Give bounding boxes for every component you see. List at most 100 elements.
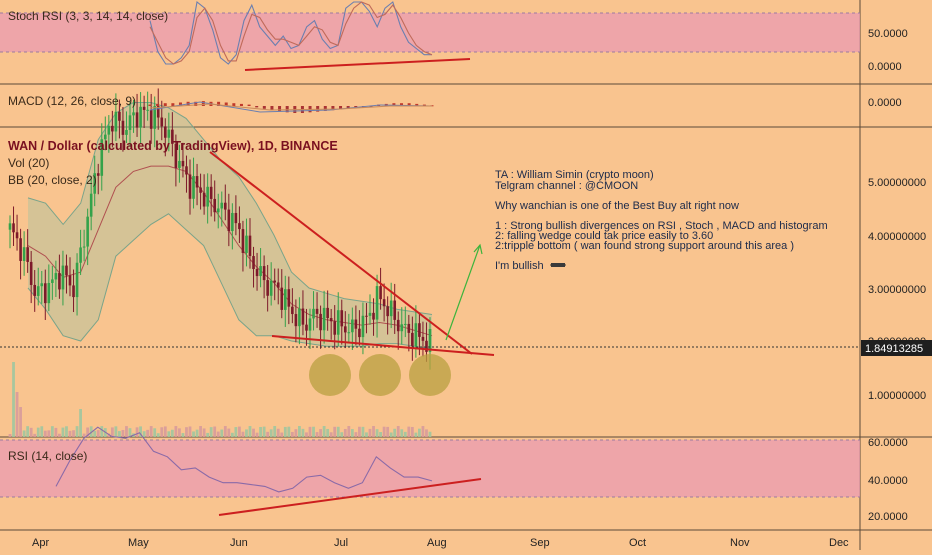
macd-bar [415, 103, 419, 106]
candle-body [216, 208, 220, 213]
price-tick: 1.00000000 [868, 390, 926, 402]
volume-bar [40, 426, 44, 437]
candle-body [305, 324, 308, 331]
macd-bar [232, 103, 236, 106]
volume-bar [139, 426, 142, 437]
volume-bar [58, 433, 61, 437]
volume-bar [227, 428, 231, 437]
candle-body [234, 212, 238, 224]
month-label: Oct [629, 537, 646, 549]
candle-body [58, 273, 61, 290]
macd-bar [323, 106, 327, 111]
volume-bar [43, 430, 47, 437]
candle-body [259, 266, 262, 277]
volume-bar [350, 429, 354, 437]
volume-bar [234, 427, 238, 437]
candle-body [33, 284, 37, 296]
rsi-band [0, 440, 860, 497]
volume-bar [326, 428, 330, 437]
volume-bar [266, 431, 270, 437]
candle-body [135, 112, 139, 128]
macd-bar [148, 104, 152, 106]
candle-body [29, 261, 33, 285]
volume-bar [178, 428, 181, 437]
candle-body [86, 216, 89, 247]
volume-bar [403, 431, 407, 437]
volume-bar [425, 429, 428, 437]
macd-bar [392, 103, 396, 106]
volume-bar [185, 427, 188, 437]
macd-bar [247, 104, 251, 106]
volume-bar [100, 426, 104, 437]
volume-bar [230, 432, 234, 437]
stoch-title: Stoch RSI (3, 3, 14, 14, close) [8, 9, 168, 23]
volume-bar [174, 426, 178, 437]
month-label: Aug [427, 537, 447, 549]
volume-bar [255, 432, 259, 437]
candle-body [132, 112, 135, 116]
volume-bar [121, 429, 125, 437]
macd-bar [346, 106, 350, 109]
price-tick: 5.00000000 [868, 177, 926, 189]
volume-bar [188, 426, 192, 437]
volume-bar [114, 426, 118, 437]
volume-bar [19, 407, 22, 437]
candle-body [238, 223, 241, 230]
volume-bar [54, 427, 58, 437]
volume-bar [269, 429, 273, 437]
volume-bar [418, 428, 421, 437]
volume-bar [118, 431, 121, 437]
price-tick: 3.00000000 [868, 284, 926, 296]
macd-bar [339, 106, 343, 110]
volume-bar [209, 427, 213, 437]
bb-basis-line [27, 165, 433, 337]
volume-bar [199, 426, 202, 437]
volume-bar [428, 431, 432, 437]
candle-body [174, 143, 178, 168]
month-label: Nov [730, 537, 750, 549]
candle-body [411, 332, 414, 347]
volume-bar [160, 427, 164, 437]
stoch-d-line [149, 1, 433, 65]
candle-body [82, 246, 86, 248]
candle-body [181, 160, 185, 167]
volume-bar [107, 433, 111, 437]
macd-bar [270, 106, 274, 111]
sunglasses-icon [550, 263, 566, 267]
volume-bar [319, 429, 322, 437]
candle-body [269, 280, 273, 296]
volume-bar [280, 432, 284, 437]
candle-body [340, 310, 344, 327]
volume-bar [393, 428, 397, 437]
macd-tick: 0.0000 [868, 97, 902, 109]
candle-body [220, 202, 224, 209]
volume-bar [410, 426, 414, 437]
candle-body [213, 198, 217, 213]
triple-bottom-circle [409, 354, 451, 396]
candle-body [96, 173, 100, 176]
note-bullish: I'm bullish [495, 260, 544, 272]
volume-bar [8, 434, 12, 437]
candle-body [75, 262, 79, 298]
stoch-band [0, 13, 860, 52]
volume-bar [322, 426, 326, 437]
candle-body [209, 186, 213, 199]
volume-bar [12, 362, 15, 437]
candle-body [26, 247, 29, 262]
volume-bar [50, 426, 54, 437]
candle-body [153, 106, 157, 129]
volume-bar [135, 427, 139, 437]
candle-body [139, 106, 142, 128]
candle-body [326, 307, 329, 319]
volume-bar [15, 392, 19, 437]
candle-body [100, 139, 104, 176]
candle-body [171, 129, 174, 144]
macd-bar [316, 106, 320, 112]
macd-bar [331, 106, 335, 111]
last-price-box [861, 340, 932, 356]
month-label: Sep [530, 537, 550, 549]
volume-bar [79, 409, 82, 437]
candle-body [273, 280, 277, 283]
volume-bar [153, 428, 157, 437]
